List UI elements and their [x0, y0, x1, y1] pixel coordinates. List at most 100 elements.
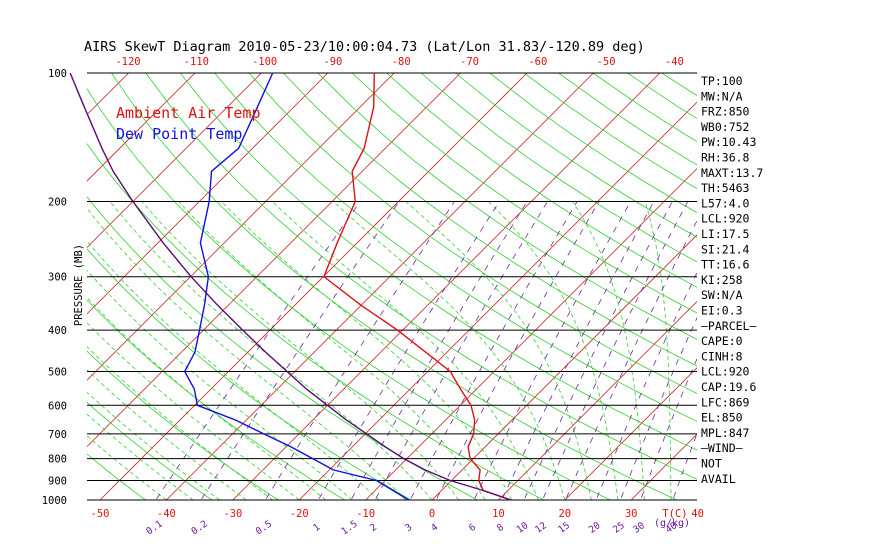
moist-adiabat: [87, 435, 167, 500]
moist-adiabat: [87, 369, 247, 500]
mixing-ratio-label: 0.1: [144, 518, 165, 537]
dry-adiabat: [145, 73, 697, 480]
temp-tick-label-top: -60: [528, 56, 547, 68]
mixing-ratio-line: [501, 201, 655, 500]
moist-adiabat: [87, 296, 327, 500]
temp-tick-label-bottom: -30: [223, 508, 242, 520]
index-entry: KI:258: [701, 273, 743, 287]
mixing-ratio-line: [264, 201, 455, 500]
legend: Ambient Air Temp Dew Point Temp: [116, 104, 261, 143]
pressure-tick-label: 300: [48, 272, 67, 284]
mixing-ratio-line: [619, 316, 697, 500]
mixing-ratio-line: [435, 201, 600, 500]
series-line: [69, 72, 512, 501]
dry-adiabat: [420, 73, 697, 263]
temp-tick-label-top: -110: [184, 56, 209, 68]
index-entry: MAXT:13.7: [701, 166, 763, 180]
mixing-ratio-line: [350, 201, 528, 500]
dry-adiabat: [87, 143, 545, 500]
index-entry: MW:N/A: [701, 89, 743, 103]
pressure-tick-label: 400: [48, 325, 67, 337]
temp-tick-label-top: -50: [597, 56, 616, 68]
chart-title: AIRS SkewT Diagram 2010-05-23/10:00:04.7…: [84, 39, 645, 55]
mixing-ratio-label: 25: [611, 520, 627, 536]
index-entry: WB0:752: [701, 120, 749, 134]
legend-entry: Dew Point Temp: [116, 125, 242, 143]
dry-adiabat: [87, 87, 611, 500]
index-entry: TT:16.6: [701, 258, 750, 272]
mixing-ratio-label: 6: [467, 522, 478, 534]
series-layer: [69, 72, 512, 501]
series-line: [183, 72, 410, 501]
mixing-ratio-line: [542, 201, 689, 500]
pressure-tick-label: 500: [48, 366, 67, 378]
mixing-ratio-line: [409, 201, 578, 500]
temp-tick-label-bottom: 10: [492, 508, 505, 520]
moist-adiabat: [87, 269, 353, 500]
temp-tick-label-bottom: -50: [91, 508, 110, 520]
dry-adiabat: [799, 73, 870, 500]
isotherm-line: [764, 73, 870, 500]
temp-tick-label-top: -100: [252, 56, 277, 68]
dry-adiabat: [661, 73, 697, 97]
plot-clipped-group: [87, 73, 870, 500]
temp-tick-label-top: -120: [115, 56, 140, 68]
pressure-tick-label: 600: [48, 400, 67, 412]
index-entry: —WIND—: [701, 441, 743, 455]
mixing-ratio-line: [523, 201, 673, 500]
isotherm-line: [87, 73, 262, 248]
pressure-tick-label: 100: [48, 68, 67, 80]
index-entry: CAP:19.6: [701, 380, 756, 394]
moist-adiabat: [87, 346, 273, 500]
moist-adiabat: [178, 201, 486, 500]
mixing-ratio-line: [155, 201, 361, 500]
index-entry: NOT: [701, 457, 722, 471]
isotherm-line: [365, 168, 697, 500]
moist-adiabat: [572, 201, 645, 500]
mixing-ratio-label: 2: [368, 522, 379, 534]
temp-axis-unit: T(C): [662, 508, 687, 520]
moist-adiabat: [87, 240, 380, 500]
index-entry: LFC:869: [701, 395, 750, 409]
mixing-ratio-label: 20: [587, 520, 603, 536]
mixing-ratio-label: 3: [403, 522, 414, 534]
moist-adiabat: [87, 413, 194, 500]
mixing-ratio-label: 8: [495, 522, 506, 534]
moist-adiabat: [109, 201, 433, 500]
mixing-ratio-unit: (g/kg): [654, 518, 690, 529]
index-entry: TH:5463: [701, 181, 750, 195]
dry-adiabat: [87, 196, 478, 500]
isotherm-line: [232, 73, 661, 500]
dry-adiabat: [248, 73, 697, 394]
index-entry: EL:850: [701, 411, 743, 425]
isotherm-line: [298, 101, 697, 500]
mixing-ratio-line: [595, 271, 697, 500]
isotherm-line: [564, 367, 697, 500]
isotherm-line: [498, 300, 697, 500]
moist-adiabat: [272, 201, 539, 500]
legend-entry: Ambient Air Temp: [116, 104, 261, 122]
mixing-ratio-label: 1: [311, 522, 322, 534]
temp-tick-label-bottom: 30: [625, 508, 638, 520]
moist-adiabat: [87, 207, 406, 500]
index-entry: —PARCEL—: [701, 319, 756, 333]
isotherm-line: [87, 73, 395, 381]
index-entry: CAPE:0: [701, 334, 743, 348]
index-entry: LCL:920: [701, 365, 750, 379]
temp-tick-label-top: -40: [665, 56, 684, 68]
dry-adiabat: [283, 73, 697, 367]
index-entry: PW:10.43: [701, 135, 756, 149]
moist-adiabat: [488, 201, 619, 500]
temp-tick-label-bottom: 40: [691, 508, 704, 520]
isobar-lines: [87, 72, 697, 501]
dry-adiabat: [87, 453, 146, 500]
mixing-ratio-line: [200, 201, 400, 500]
moist-adiabat: [87, 391, 220, 500]
index-entry: SI:21.4: [701, 242, 750, 256]
temp-tick-label-bottom: 0: [429, 508, 435, 520]
temp-tick-label-bottom: 20: [558, 508, 571, 520]
index-entry: L57:4.0: [701, 196, 750, 210]
